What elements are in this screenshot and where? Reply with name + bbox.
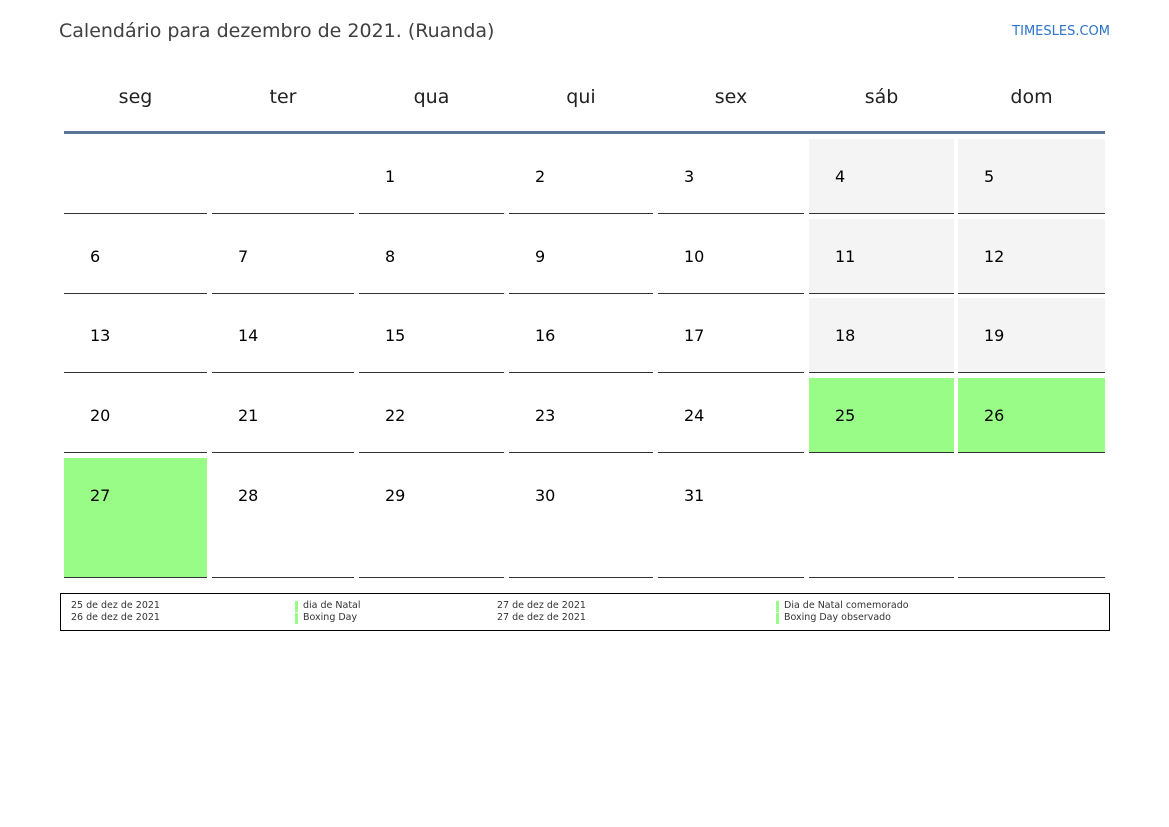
day-number: 30 [535,486,556,505]
day-number: 25 [835,406,856,425]
day-number: 23 [535,406,556,425]
day-number: 9 [535,247,546,266]
day-number: 8 [385,247,396,266]
day-number: 19 [984,326,1005,345]
weekday-header: dom [1010,86,1053,108]
day-cell[interactable]: 10 [658,219,804,294]
day-cell[interactable]: 31 [658,458,804,578]
day-cell[interactable]: 29 [359,458,504,578]
day-cell[interactable]: 27 [64,458,207,578]
header-divider [64,131,1105,134]
day-number: 1 [385,167,396,186]
day-number: 4 [835,167,846,186]
day-number: 7 [238,247,249,266]
day-cell[interactable]: 18 [809,298,954,373]
day-cell[interactable]: 6 [64,219,207,294]
day-cell[interactable]: 5 [958,139,1105,214]
day-number: 6 [90,247,101,266]
legend-color-marker [776,613,779,624]
day-number: 26 [984,406,1005,425]
empty-day-cell [809,458,954,578]
legend-color-marker [776,601,779,612]
day-cell[interactable]: 24 [658,378,804,453]
day-cell[interactable]: 9 [509,219,653,294]
day-number: 20 [90,406,111,425]
day-cell[interactable]: 1 [359,139,504,214]
day-number: 18 [835,326,856,345]
day-number: 15 [385,326,406,345]
legend-date: 27 de dez de 2021 [497,600,586,611]
empty-day-cell [212,139,354,214]
day-cell[interactable]: 26 [958,378,1105,453]
day-cell[interactable]: 2 [509,139,653,214]
day-number: 13 [90,326,111,345]
day-number: 27 [90,486,111,505]
day-number: 22 [385,406,406,425]
day-cell[interactable]: 13 [64,298,207,373]
legend-color-marker [295,601,298,612]
legend-date: 26 de dez de 2021 [71,612,160,623]
day-cell[interactable]: 21 [212,378,354,453]
day-cell[interactable]: 25 [809,378,954,453]
day-number: 5 [984,167,995,186]
day-number: 29 [385,486,406,505]
day-cell[interactable]: 19 [958,298,1105,373]
day-number: 3 [684,167,695,186]
site-link[interactable]: TIMESLES.COM [1012,24,1110,39]
day-cell[interactable]: 7 [212,219,354,294]
day-number: 11 [835,247,856,266]
legend-date: 27 de dez de 2021 [497,612,586,623]
day-cell[interactable]: 28 [212,458,354,578]
day-number: 17 [684,326,705,345]
page-title: Calendário para dezembro de 2021. (Ruand… [59,20,495,42]
day-number: 2 [535,167,546,186]
weekday-header: ter [269,86,297,108]
weekday-header: qui [566,86,596,108]
legend-date: 25 de dez de 2021 [71,600,160,611]
day-cell[interactable]: 12 [958,219,1105,294]
day-cell[interactable]: 20 [64,378,207,453]
day-cell[interactable]: 15 [359,298,504,373]
weekday-header: sáb [864,86,899,108]
empty-day-cell [64,139,207,214]
legend-holiday-name: dia de Natal [303,600,361,611]
day-cell[interactable]: 14 [212,298,354,373]
weekday-header: seg [118,86,153,108]
holiday-legend: 25 de dez de 2021 dia de Natal 26 de dez d… [60,593,1110,631]
day-cell[interactable]: 11 [809,219,954,294]
day-number: 21 [238,406,259,425]
day-cell[interactable]: 23 [509,378,653,453]
day-cell[interactable]: 16 [509,298,653,373]
day-number: 14 [238,326,259,345]
legend-holiday-name: Boxing Day [303,612,358,623]
weekday-header: sex [714,86,748,108]
day-cell[interactable]: 8 [359,219,504,294]
day-number: 12 [984,247,1005,266]
legend-holiday-name: Dia de Natal comemorado [784,600,909,611]
day-number: 16 [535,326,556,345]
day-cell[interactable]: 30 [509,458,653,578]
legend-holiday-name: Boxing Day observado [784,612,891,623]
day-number: 28 [238,486,259,505]
day-number: 24 [684,406,705,425]
day-cell[interactable]: 4 [809,139,954,214]
legend-color-marker [295,613,298,624]
day-number: 10 [684,247,705,266]
day-cell[interactable]: 17 [658,298,804,373]
weekday-header: qua [413,86,450,108]
day-cell[interactable]: 22 [359,378,504,453]
day-number: 31 [684,486,705,505]
empty-day-cell [958,458,1105,578]
day-cell[interactable]: 3 [658,139,804,214]
